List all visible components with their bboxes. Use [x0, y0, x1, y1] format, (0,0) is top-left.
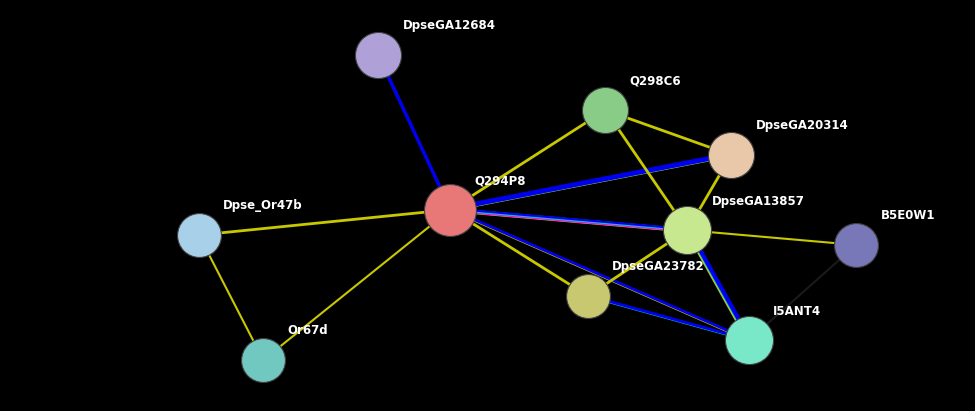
Point	[598, 107, 613, 113]
Point	[191, 232, 207, 238]
Point	[680, 227, 695, 233]
Text: Q294P8: Q294P8	[475, 174, 526, 187]
Text: B5E0W1: B5E0W1	[880, 209, 935, 222]
Text: Q298C6: Q298C6	[630, 74, 682, 88]
Point	[741, 337, 757, 344]
Point	[255, 357, 271, 363]
Point	[580, 293, 596, 299]
Text: DpseGA20314: DpseGA20314	[756, 119, 848, 132]
Point	[370, 52, 386, 58]
Text: DpseGA13857: DpseGA13857	[712, 194, 804, 208]
Text: Dpse_Or47b: Dpse_Or47b	[223, 199, 303, 212]
Point	[443, 206, 458, 213]
Text: DpseGA12684: DpseGA12684	[403, 19, 495, 32]
Text: Or67d: Or67d	[288, 324, 329, 337]
Text: DpseGA23782: DpseGA23782	[612, 260, 705, 273]
Point	[723, 152, 739, 158]
Text: I5ANT4: I5ANT4	[773, 305, 821, 318]
Point	[848, 242, 864, 248]
